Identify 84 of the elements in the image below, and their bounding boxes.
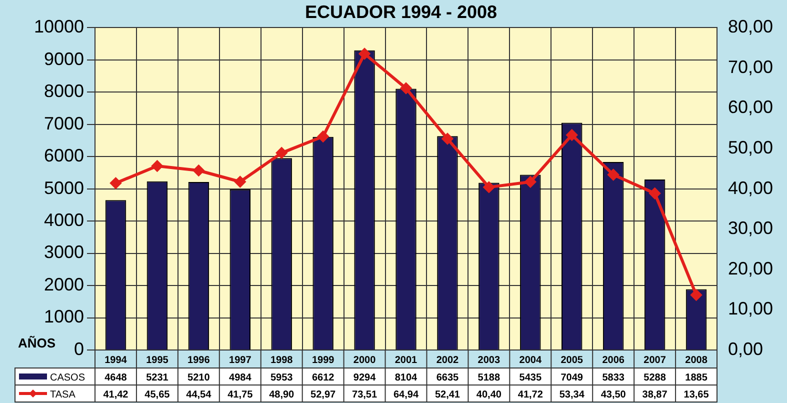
point (152, 160, 163, 172)
data-label: 5953 (270, 372, 294, 384)
data-label: 1885 (685, 372, 708, 384)
x-tick-label: 2007 (644, 354, 666, 366)
data-label: 44,54 (186, 389, 212, 400)
point (400, 82, 412, 94)
y-tick-label: 9000 (44, 48, 84, 69)
x-axis-title: AÑOS (18, 336, 56, 351)
point (110, 178, 122, 189)
point (276, 147, 288, 158)
y-tick-label: 7000 (44, 113, 84, 134)
x-tick-label: 1999 (312, 354, 335, 366)
data-label: 4648 (104, 372, 128, 384)
data-label: 40,40 (476, 389, 502, 400)
chart-title: ECUADOR 1994 - 2008 (304, 2, 498, 22)
point (234, 176, 246, 188)
data-label: 7049 (560, 372, 584, 384)
data-label: 5288 (644, 372, 666, 384)
y2-tick-label: 50,00 (728, 137, 774, 158)
y-tick-label: 5000 (44, 178, 84, 198)
point (193, 165, 204, 176)
y2-tick-label: 10,00 (728, 298, 774, 319)
data-label: 13,65 (684, 389, 710, 400)
data-label: 48,90 (269, 389, 295, 400)
data-label: 5833 (602, 372, 625, 384)
data-label: 5188 (478, 372, 500, 384)
x-tick-label: 2008 (685, 354, 708, 366)
point (359, 48, 370, 60)
data-label: 52,41 (434, 389, 460, 400)
point (442, 133, 453, 144)
x-tick-label: 2002 (436, 354, 460, 366)
data-label: 64,94 (393, 389, 419, 400)
y2-tick-label: 40,00 (728, 178, 774, 198)
data-label: 45,65 (144, 389, 170, 400)
data-label: 9294 (353, 372, 376, 384)
x-tick-label: 2003 (478, 354, 500, 366)
x-tick-label: 2001 (394, 354, 418, 366)
data-label: 4984 (229, 372, 252, 384)
x-tick-label: 1995 (146, 354, 169, 366)
y2-tick-label: 80,00 (728, 16, 774, 37)
y2-tick-label: 60,00 (728, 97, 774, 118)
legend-label: TASA (50, 389, 76, 400)
data-label: 41,42 (103, 389, 129, 400)
point (566, 130, 578, 141)
data-label: 52,97 (310, 389, 336, 400)
data-label: 38,87 (642, 389, 668, 400)
point (318, 131, 329, 142)
point (524, 176, 536, 188)
point (483, 182, 494, 193)
data-label: 5210 (188, 372, 210, 384)
data-label: 6635 (436, 372, 460, 384)
point (649, 188, 660, 199)
y-tick-label: 10000 (34, 16, 84, 37)
y-tick-label: 4000 (44, 210, 84, 230)
data-label: 43,50 (600, 389, 626, 400)
x-tick-label: 1996 (188, 354, 210, 366)
y2-tick-label: 20,00 (728, 258, 774, 278)
point (608, 169, 619, 180)
y2-tick-label: 0,00 (728, 338, 764, 359)
y-tick-label: 2000 (44, 274, 84, 294)
legend-label: CASOS (50, 372, 86, 384)
y-tick-label: 6000 (44, 146, 84, 166)
point (690, 289, 702, 300)
data-label: 5231 (146, 372, 169, 384)
y-tick-label: 1000 (44, 306, 84, 327)
x-tick-label: 2004 (519, 354, 542, 366)
x-tick-label: 2000 (353, 354, 376, 366)
y2-tick-label: 30,00 (728, 218, 774, 238)
x-tick-label: 1997 (229, 354, 252, 366)
data-label: 8104 (394, 372, 418, 384)
x-tick-label: 1998 (270, 354, 294, 366)
data-label: 53,34 (559, 389, 585, 400)
y-tick-label: 3000 (44, 242, 84, 262)
data-label: 41,72 (518, 389, 544, 400)
y-tick-label: 0 (74, 338, 84, 359)
y2-tick-label: 70,00 (728, 56, 774, 77)
data-label: 5435 (519, 372, 542, 384)
x-tick-label: 1994 (104, 354, 128, 366)
x-tick-label: 2005 (560, 354, 584, 366)
y-tick-label: 8000 (44, 81, 84, 102)
data-label: 73,51 (352, 389, 378, 400)
data-label: 41,75 (228, 389, 254, 400)
data-label: 6612 (312, 372, 335, 384)
x-tick-label: 2006 (602, 354, 625, 366)
